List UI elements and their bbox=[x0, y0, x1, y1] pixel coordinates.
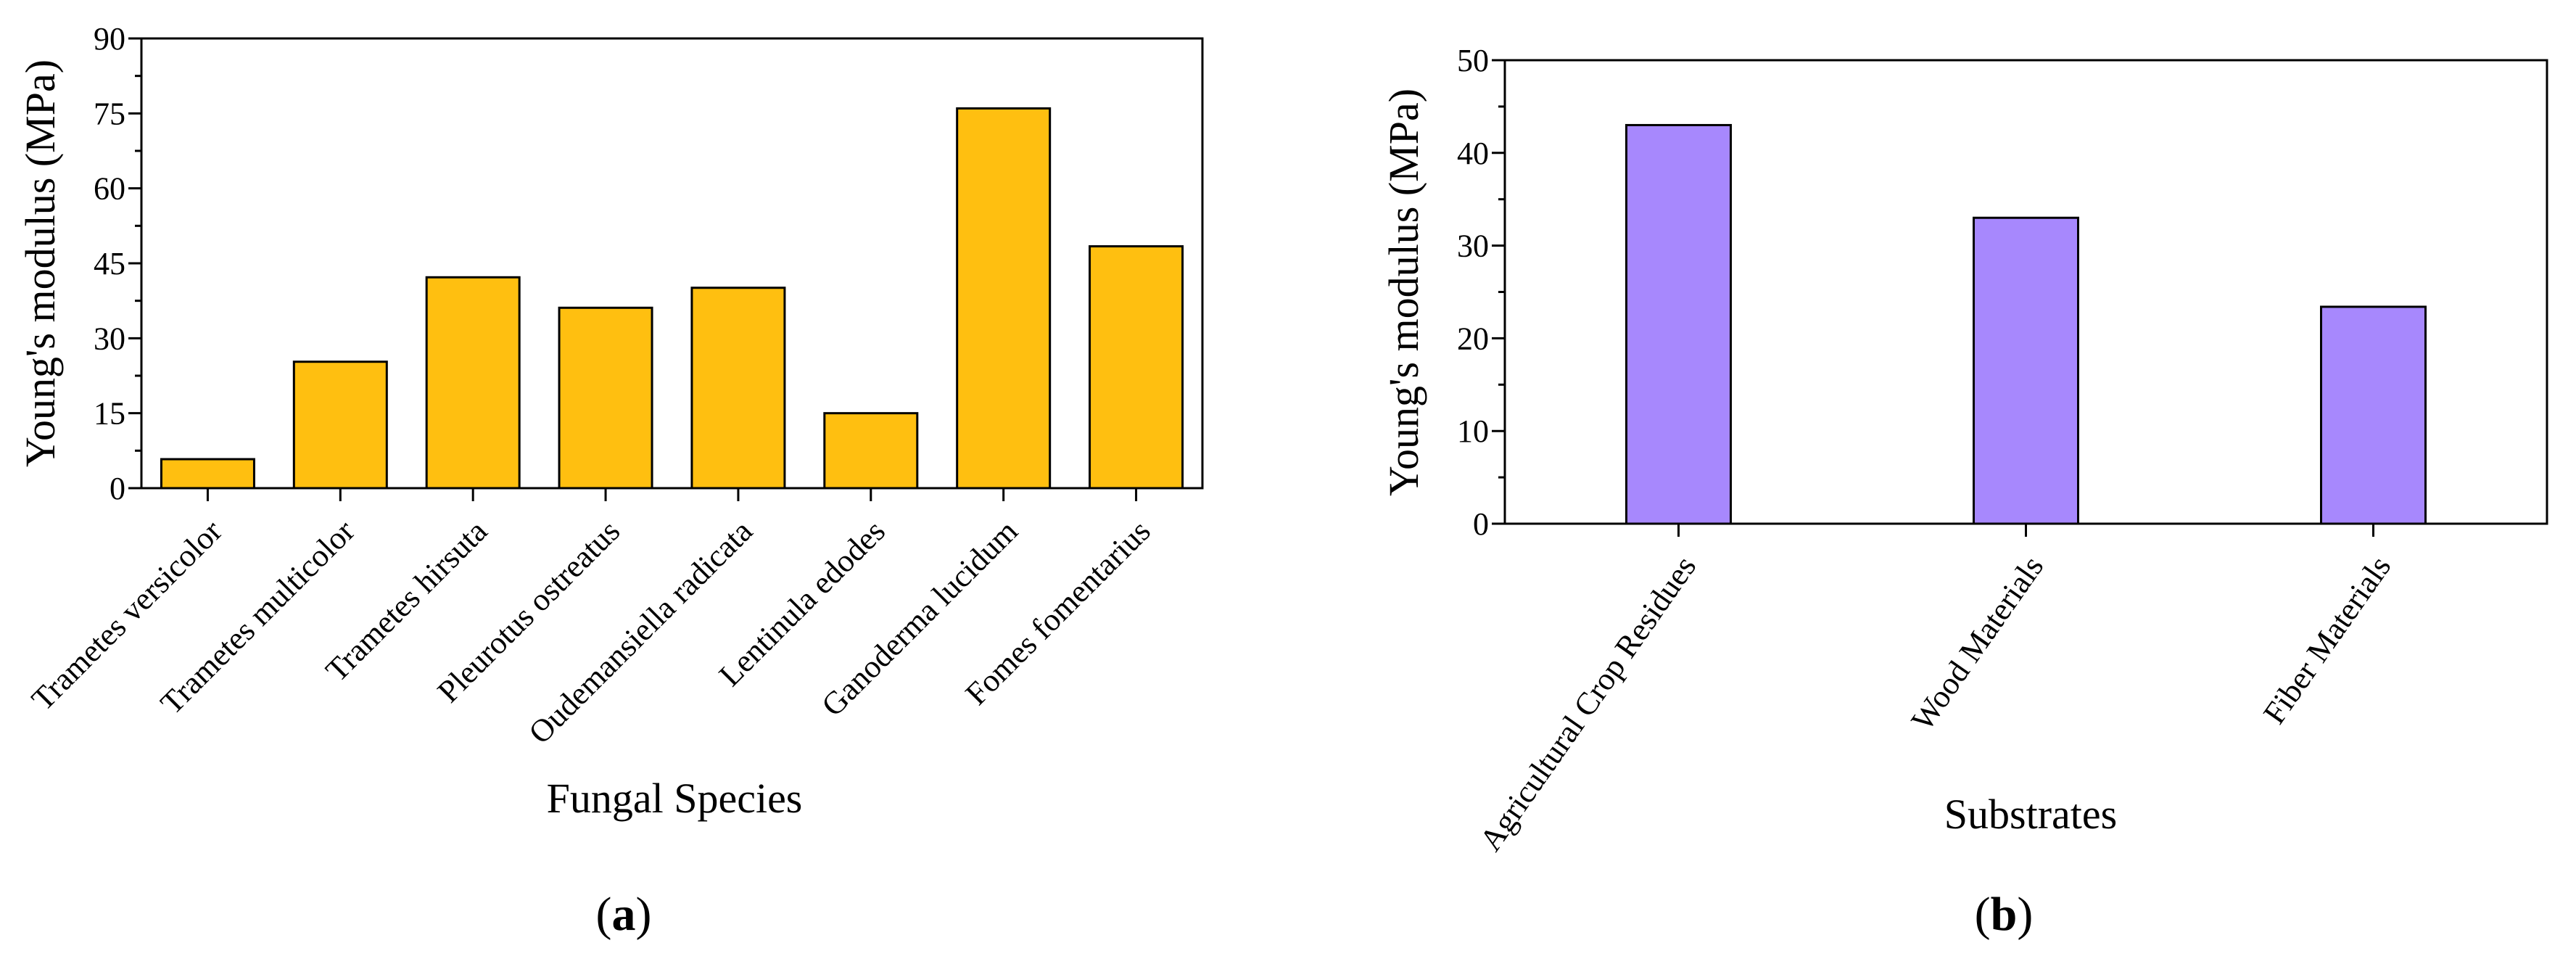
bar-series-b bbox=[1625, 123, 2427, 525]
y-tick-label-b-0: 0 bbox=[1473, 506, 1489, 542]
y-tick-label-b-5: 50 bbox=[1457, 43, 1489, 78]
y-axis-title-a: Young's modulus (MPa) bbox=[17, 59, 64, 467]
y-axis-title-b: Young's modulus (MPa) bbox=[1380, 88, 1427, 496]
y-tick-label-b-3: 30 bbox=[1457, 228, 1489, 264]
y-tick-label-a-6: 90 bbox=[94, 21, 125, 57]
x-axis-b: Agricultural Crop Residues Wood Materials… bbox=[1473, 524, 2398, 857]
bar-series-a bbox=[160, 107, 1184, 490]
y-tick-label-b-2: 20 bbox=[1457, 321, 1489, 356]
y-tick-label-a-2: 30 bbox=[94, 321, 125, 356]
bar-a-3 bbox=[558, 306, 653, 490]
y-tick-label-a-4: 60 bbox=[94, 171, 125, 207]
bar-a-4 bbox=[690, 287, 786, 490]
panel-label-a: (a) bbox=[596, 888, 652, 941]
x-tick-label-b-1: Wood Materials bbox=[1904, 550, 2050, 737]
y-tick-label-a-3: 45 bbox=[94, 246, 125, 281]
panel-label-b: (b) bbox=[1975, 888, 2034, 941]
x-tick-label-b-0: Agricultural Crop Residues bbox=[1473, 550, 1704, 858]
y-tick-label-a-0: 0 bbox=[110, 471, 125, 506]
bar-a-0 bbox=[160, 458, 255, 490]
y-tick-label-a-1: 15 bbox=[94, 396, 125, 432]
bar-a-1 bbox=[292, 360, 388, 490]
chart-panel-a: 0 15 30 45 60 75 90 Trametes versicolorTramete… bbox=[17, 21, 1204, 941]
x-tick-label-b-2: Fiber Materials bbox=[2256, 550, 2398, 730]
y-tick-label-b-1: 10 bbox=[1457, 413, 1489, 449]
panel-label-a-letter: a bbox=[612, 888, 636, 941]
y-axis-a: 0 15 30 45 60 75 90 bbox=[94, 21, 141, 506]
x-axis-title-a: Fungal Species bbox=[547, 775, 803, 822]
panel-label-b-letter: b bbox=[1991, 888, 2018, 941]
bar-b-0 bbox=[1625, 123, 1732, 525]
bar-a-5 bbox=[823, 412, 919, 490]
y-tick-label-a-5: 75 bbox=[94, 96, 125, 131]
bar-b-1 bbox=[1973, 216, 2079, 525]
bar-a-6 bbox=[956, 107, 1052, 490]
bar-b-2 bbox=[2320, 305, 2427, 525]
bar-a-2 bbox=[425, 276, 521, 490]
x-axis-title-b: Substrates bbox=[1944, 791, 2117, 838]
x-tick-label-a-4: Oudemansiella radicata bbox=[522, 513, 759, 750]
y-tick-label-b-4: 40 bbox=[1457, 136, 1489, 171]
bar-a-7 bbox=[1089, 245, 1184, 490]
y-axis-b: 0 10 20 30 40 50 bbox=[1457, 43, 1505, 542]
chart-panel-b: 0 10 20 30 40 50 Agricultural Crop Residues Wo… bbox=[1380, 43, 2548, 941]
